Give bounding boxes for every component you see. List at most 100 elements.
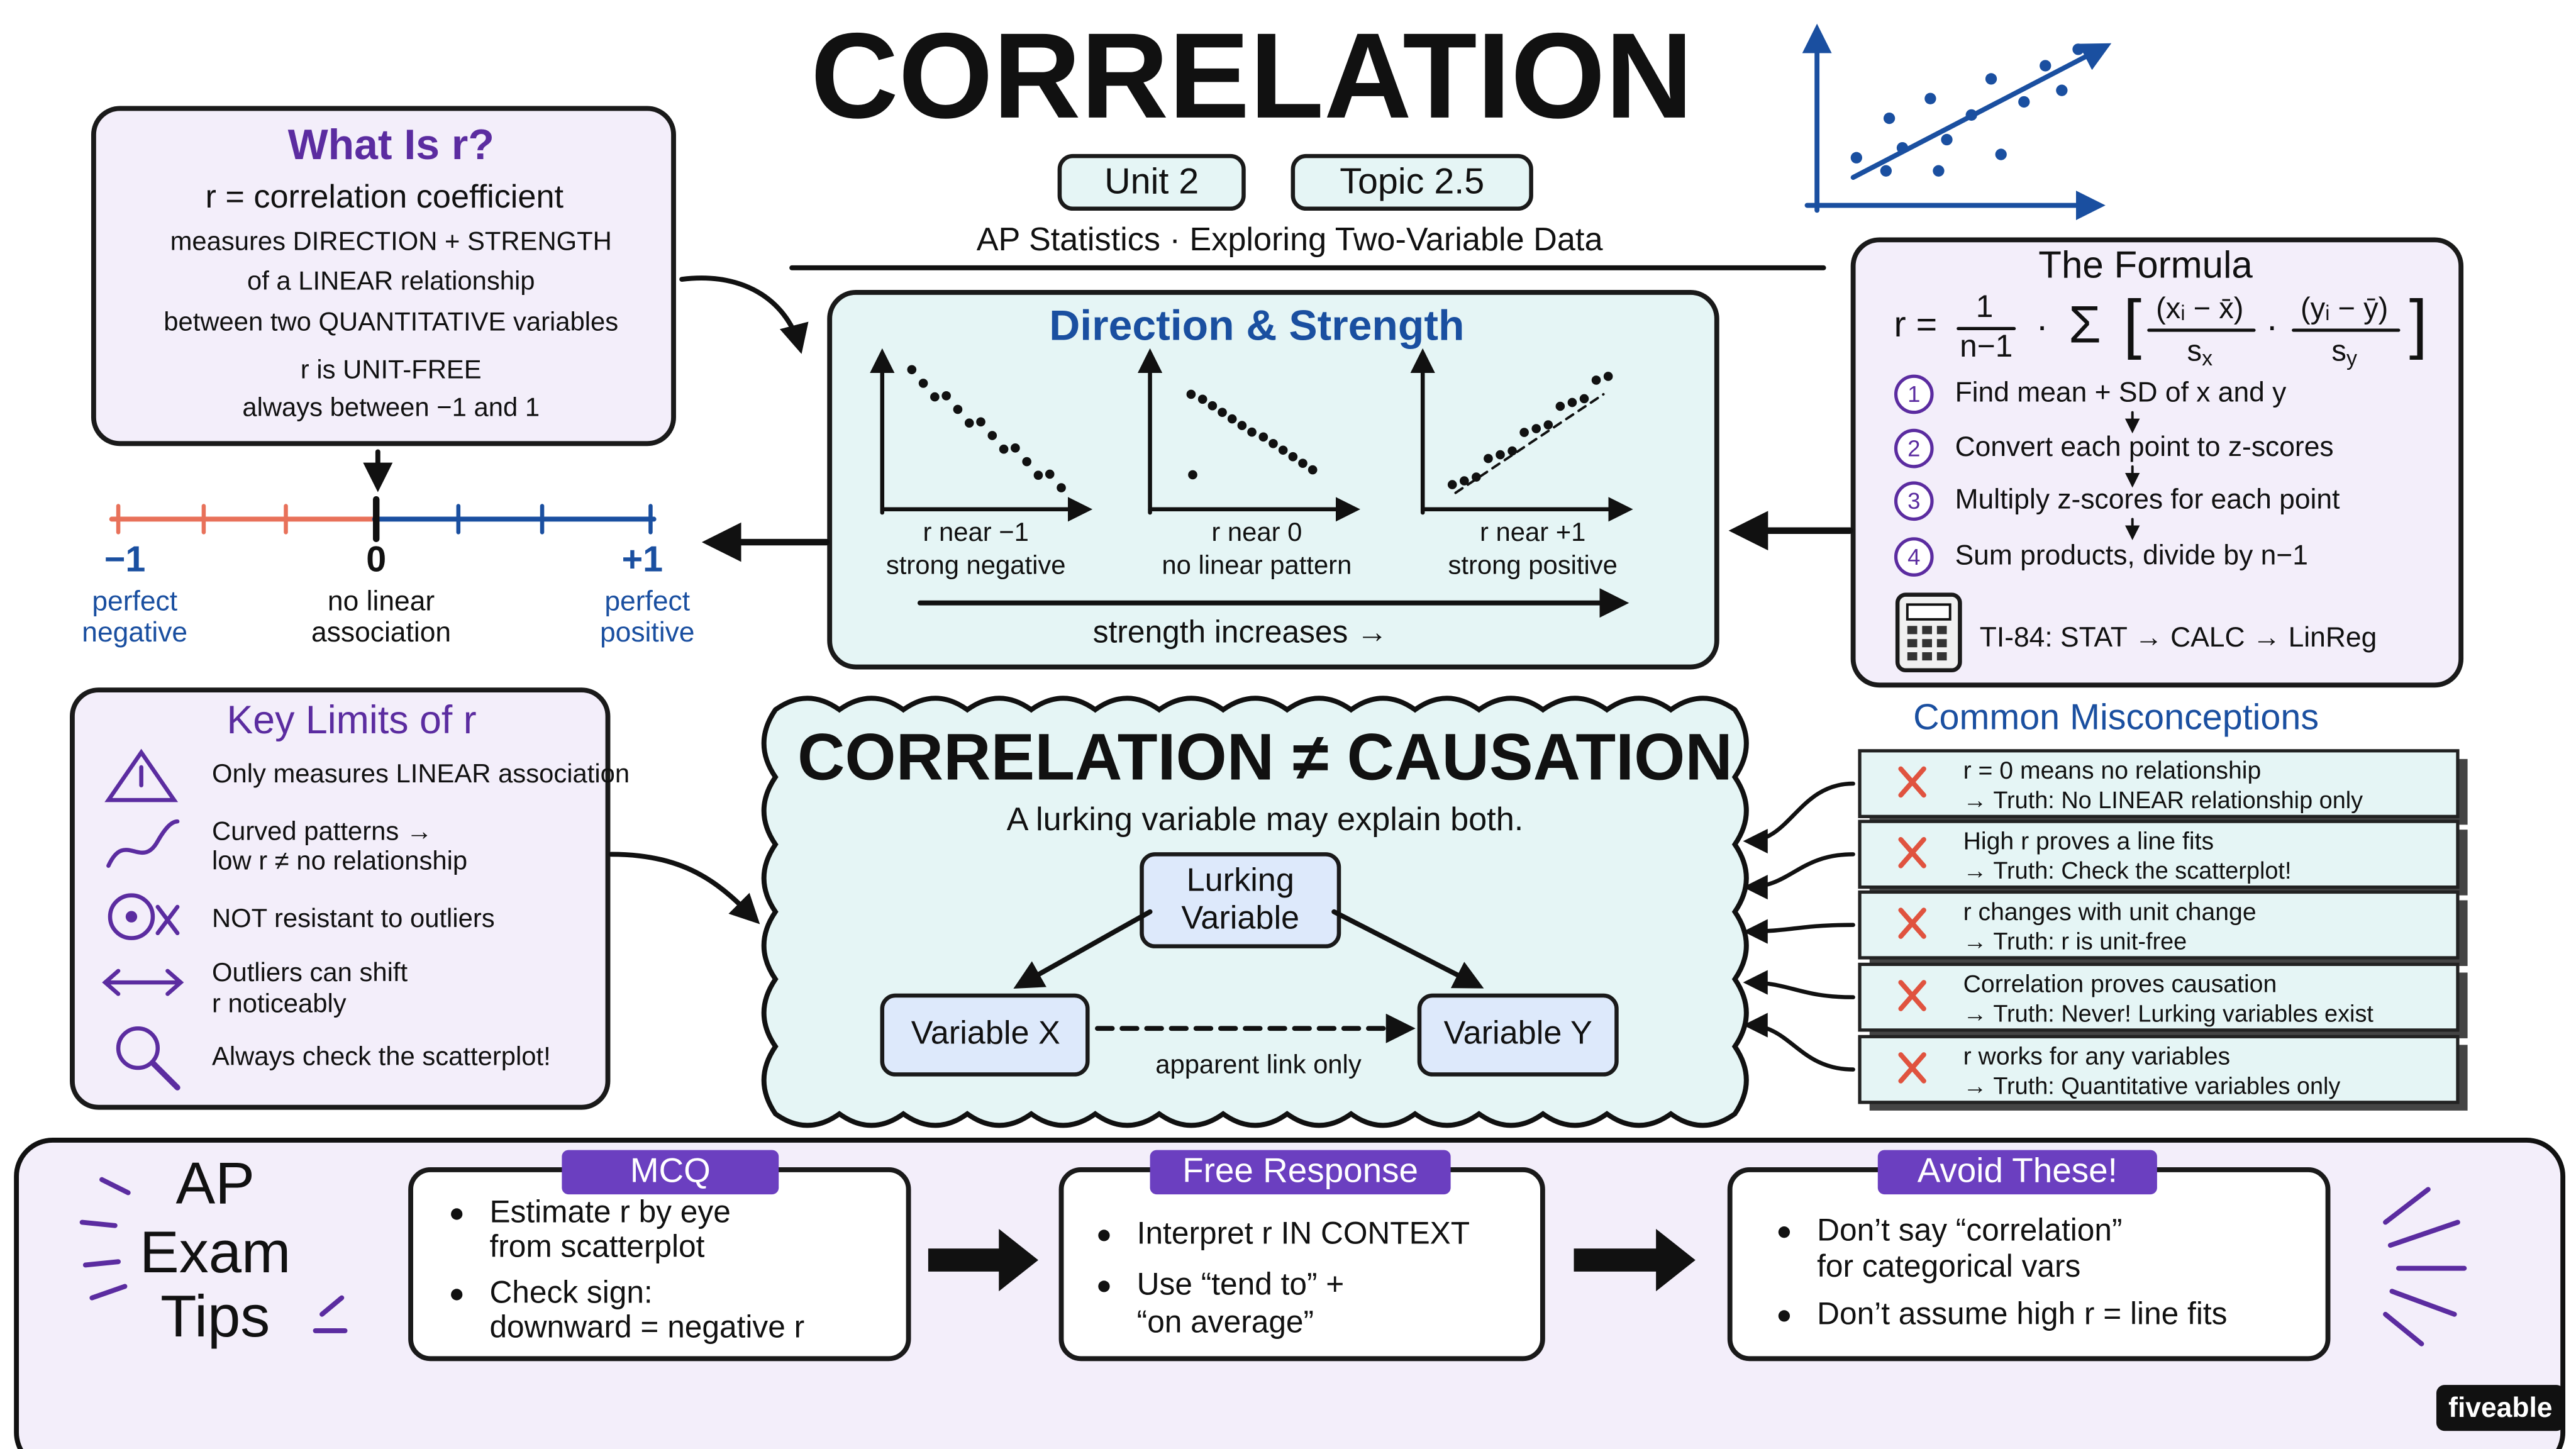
tip-bullet: from scatterplot [489,1228,704,1263]
number-line-label: −1 [104,540,146,580]
number-line-caption: association [311,617,451,648]
plot-label: r near 0 [1211,517,1302,547]
step-text: Find mean + SD of x and y [1955,377,2287,408]
dot [907,365,917,375]
card-title: What Is r? [288,121,494,169]
calculator-key [1907,639,1918,648]
section-title: Common Misconceptions [1913,697,2319,737]
warning-icon [104,748,179,802]
dot [1098,1280,1110,1292]
misconception-card [1858,890,2460,960]
misconception-truth: → Truth: Check the scatterplot! [1963,858,2292,884]
misconception-claim: Correlation proves causation [1963,971,2277,998]
dot [1227,414,1237,424]
calculator-key [1907,626,1918,635]
cross-icon [1898,766,1926,798]
formula-part: [ [2123,287,2141,360]
formula-part: ] [2409,287,2428,360]
dot [1459,476,1469,486]
dot [930,392,940,402]
arrow [1743,1013,1855,1072]
dot [1447,480,1457,489]
calculator-key [1922,639,1932,648]
limit-text: NOT resistant to outliers [212,903,495,933]
outlier-icon [108,893,155,940]
arrow [1743,852,1855,900]
dot [1924,92,1936,104]
step-number: 1 [1907,381,1920,407]
badge [1291,153,1533,211]
step-number: 4 [1907,544,1920,570]
accent-stroke [2387,1219,2460,1248]
dot [1247,427,1257,437]
exam-tips-title: Tips [160,1283,270,1349]
tip-title: Avoid These! [1918,1151,2118,1190]
link-label: apparent link only [1155,1049,1362,1079]
node-label: Variable X [911,1015,1060,1052]
dot [1531,424,1541,433]
dot [1298,458,1307,468]
direction-strength-card [827,290,1719,670]
misconception-truth: → Truth: Quantitative variables only [1963,1073,2341,1099]
limit-text: low r ≠ no relationship [212,845,467,875]
tip-bullet: Check sign: [489,1275,652,1310]
dot [1288,452,1298,462]
causation-title: CORRELATION ≠ CAUSATION [797,721,1733,794]
node-label: Lurking [1187,862,1294,899]
number-line-label: 0 [366,540,386,580]
tip-bullet: Don’t say “correlation” [1817,1212,2122,1247]
number-line-caption: no linear [328,586,435,616]
card-line: measures DIRECTION + STRENGTH [170,226,612,256]
accent-stroke [99,1177,131,1196]
dot [1567,397,1577,408]
dot [2056,84,2068,96]
misconception-claim: r changes with unit change [1963,899,2257,926]
dot [451,1208,463,1220]
cross-icon [1898,908,1926,939]
dot [1880,165,1892,177]
limit-text: Curved patterns → [212,816,433,845]
step-number: 2 [1907,435,1920,461]
card-title: Key Limits of r [226,698,476,742]
page-title: CORRELATION [811,8,1693,143]
big-arrow [1574,1228,1696,1292]
limit-text: Outliers can shift [212,957,408,987]
dot [1603,372,1613,381]
calculator-key [1922,626,1932,635]
dot [1186,389,1196,399]
misconception-card [1858,819,2460,889]
dot [999,444,1009,454]
badge [1057,153,1246,211]
formula-part: r = [1894,304,1938,345]
number-line-caption: perfect [604,586,690,616]
step-badge [1894,428,1934,469]
calculator-screen [1906,603,1951,621]
calculator-key [1936,652,1947,661]
dot [941,391,951,401]
dot [1307,465,1318,475]
calculator-key [1936,639,1947,648]
dot [1579,394,1589,404]
step-text: Convert each point to z-scores [1955,431,2334,462]
dot [918,379,928,388]
dot [1269,438,1278,448]
magnifier-icon [116,1026,160,1070]
dot [1188,470,1197,480]
arrow [1743,919,1855,944]
tip-tab [562,1150,779,1195]
misconception-claim: r = 0 means no relationship [1963,757,2262,784]
dot [1850,152,1862,164]
lurking-node [1140,852,1341,948]
what-is-r-card [91,106,676,447]
dot [1011,443,1020,453]
tip-bullet: “on average” [1137,1304,1314,1340]
shift-icon [102,969,184,996]
misconception-truth: → Truth: r is unit-free [1963,928,2187,955]
dot [1883,112,1896,125]
formula-part: (xᵢ − x̄) [2156,291,2243,325]
dot [1218,408,1227,417]
dot [1033,470,1043,480]
dot [1965,109,1977,121]
accent-stroke [79,1219,118,1228]
plot-trend [1454,392,1605,494]
